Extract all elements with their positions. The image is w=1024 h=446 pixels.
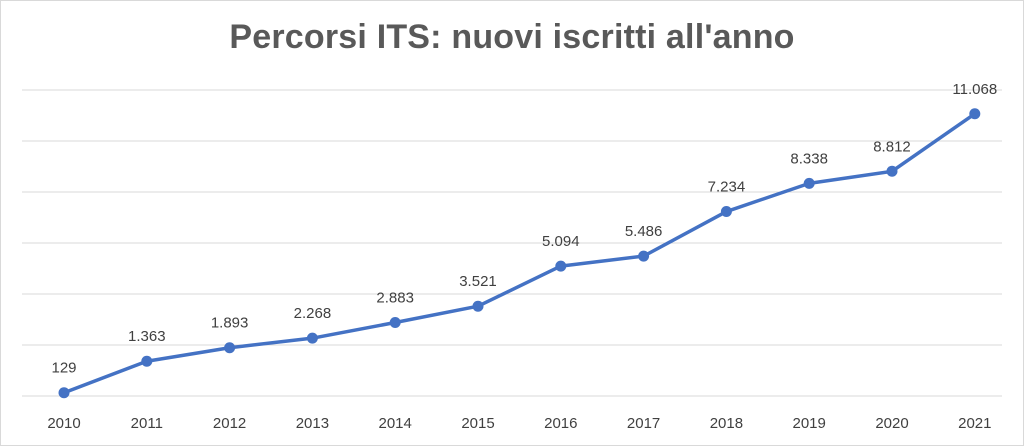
- x-axis-tick-labels: 2010 2011 2012 2013 2014 2015 2016 2017 2018 2019…: [47, 415, 991, 432]
- data-point: [389, 316, 401, 328]
- data-label: 8.812: [873, 138, 911, 155]
- x-tick-label: 2021: [958, 415, 991, 432]
- data-label: 8.338: [790, 150, 828, 167]
- series-polyline: [62, 112, 977, 395]
- data-point: [555, 260, 567, 272]
- x-tick-label: 2017: [627, 415, 660, 432]
- data-point: [638, 250, 650, 262]
- data-point: [306, 332, 318, 344]
- gridlines: [22, 89, 1002, 397]
- data-point: [58, 387, 70, 399]
- data-label: 1.363: [128, 328, 166, 345]
- x-tick-label: 2018: [710, 415, 743, 432]
- data-point: [141, 355, 153, 367]
- x-tick-label: 2020: [875, 415, 908, 432]
- x-tick-label: 2014: [379, 415, 412, 432]
- data-label: 2.268: [294, 305, 332, 322]
- data-point: [224, 342, 236, 354]
- x-tick-label: 2010: [47, 415, 80, 432]
- data-point: [886, 165, 898, 177]
- data-label: 5.094: [542, 233, 580, 250]
- data-label: 2.883: [376, 289, 414, 306]
- x-tick-label: 2011: [131, 415, 163, 432]
- data-point: [969, 108, 981, 120]
- data-label: 11.068: [952, 81, 997, 98]
- data-label: 7.234: [708, 179, 746, 196]
- x-tick-label: 2015: [461, 415, 494, 432]
- data-label: 3.521: [459, 273, 497, 290]
- x-tick-label: 2019: [793, 415, 826, 432]
- series-line: [62, 112, 977, 395]
- x-tick-label: 2016: [544, 415, 577, 432]
- chart-title: Percorsi ITS: nuovi iscritti all'anno: [229, 18, 795, 56]
- data-point: [803, 177, 815, 189]
- data-point: [720, 206, 732, 218]
- x-tick-label: 2013: [296, 415, 329, 432]
- data-label: 1.893: [211, 315, 249, 332]
- data-label: 5.486: [625, 223, 663, 240]
- data-points: [58, 108, 981, 399]
- data-label: 129: [51, 360, 76, 377]
- data-labels: 129 1.363 1.893 2.268 2.883 3.521 5.094 5.486 7.…: [51, 81, 997, 377]
- x-tick-label: 2012: [213, 415, 246, 432]
- data-point: [472, 300, 484, 312]
